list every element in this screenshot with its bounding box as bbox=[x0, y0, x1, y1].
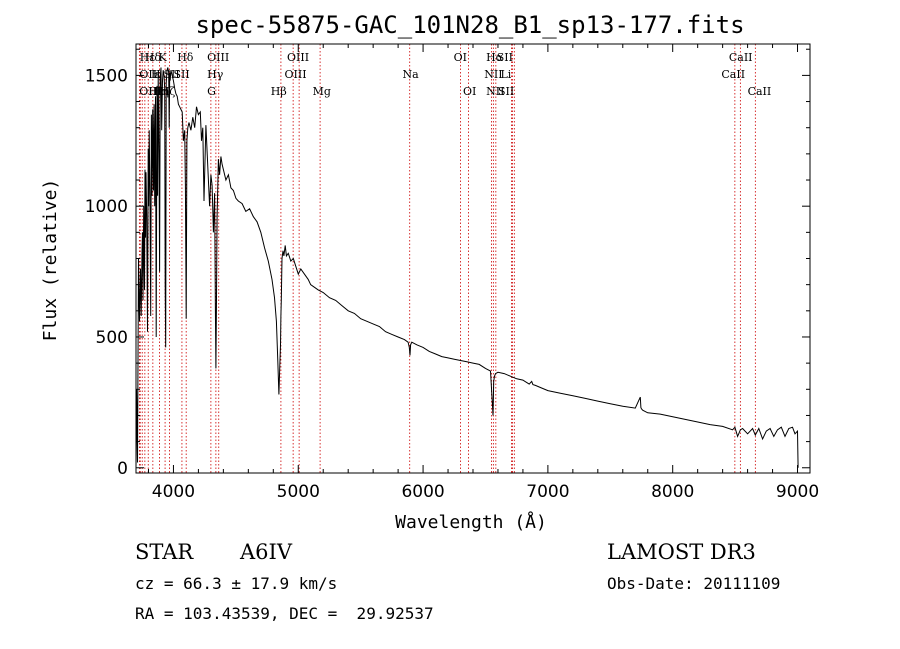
emission-line-markers bbox=[138, 44, 756, 473]
line-label-13: OIII bbox=[207, 51, 229, 64]
redshift-velocity: cz = 66.3 ± 17.9 km/s bbox=[135, 574, 338, 593]
y-axis-ticks: 0 500 1000 1500 bbox=[85, 48, 810, 479]
x-axis-label: Wavelength (Å) bbox=[395, 511, 547, 533]
observation-date: Obs-Date: 20111109 bbox=[607, 574, 781, 593]
ra-dec-coordinates: RA = 103.43539, DEC = 29.92537 bbox=[135, 604, 434, 623]
x-tick-label-6000: 6000 bbox=[401, 482, 444, 502]
line-label-0: Hε bbox=[140, 51, 156, 64]
line-label-25: NII bbox=[484, 68, 502, 81]
object-subclass: A6IV bbox=[240, 540, 292, 564]
flux-series-line bbox=[135, 67, 799, 468]
x-axis-ticks: 4000 5000 6000 7000 8000 9000 bbox=[147, 44, 819, 502]
x-tick-label-4000: 4000 bbox=[152, 482, 195, 502]
y-tick-label-1000: 1000 bbox=[85, 197, 128, 217]
object-class: STAR bbox=[135, 540, 194, 564]
line-label-2: OIII bbox=[139, 85, 161, 98]
x-tick-label-7000: 7000 bbox=[526, 482, 569, 502]
y-tick-label-500: 500 bbox=[96, 328, 128, 348]
line-label-8: ε bbox=[155, 68, 161, 81]
line-label-24: SII bbox=[497, 51, 513, 64]
x-tick-label-5000: 5000 bbox=[277, 482, 320, 502]
chart-title: spec-55875-GAC_101N28_B1_sp13-177.fits bbox=[195, 11, 744, 39]
line-label-19: Mg bbox=[313, 85, 331, 98]
x-tick-label-9000: 9000 bbox=[776, 482, 819, 502]
line-label-30: CaII bbox=[721, 68, 745, 81]
survey-name: LAMOST DR3 bbox=[607, 540, 756, 564]
line-label-1: OII bbox=[139, 68, 157, 81]
plot-area bbox=[135, 67, 799, 468]
line-label-16: Hβ bbox=[271, 85, 287, 98]
line-label-20: Na bbox=[402, 68, 419, 81]
line-label-3: Hδ bbox=[145, 51, 162, 64]
line-label-6: K bbox=[158, 51, 167, 64]
y-tick-label-0: 0 bbox=[117, 459, 128, 479]
line-label-29: CaII bbox=[729, 51, 753, 64]
line-label-26: Li bbox=[500, 68, 511, 81]
line-label-10: Hζ bbox=[160, 85, 176, 98]
line-label-27: NII bbox=[486, 85, 504, 98]
y-tick-label-1500: 1500 bbox=[85, 66, 128, 86]
line-label-31: CaII bbox=[748, 85, 772, 98]
line-label-12: SII bbox=[173, 68, 189, 81]
line-label-28: SII bbox=[498, 85, 514, 98]
plot-frame bbox=[135, 43, 811, 474]
line-label-11: Hδ bbox=[177, 51, 194, 64]
line-label-23: Hα bbox=[486, 51, 504, 64]
line-label-21: OI bbox=[454, 51, 467, 64]
line-label-7: H bbox=[151, 68, 161, 81]
line-label-18: OIII bbox=[285, 68, 307, 81]
line-label-22: OI bbox=[463, 85, 476, 98]
line-label-15: G bbox=[207, 85, 216, 98]
line-label-14: Hγ bbox=[207, 68, 224, 81]
y-axis-label: Flux (relative) bbox=[40, 179, 61, 342]
x-tick-label-8000: 8000 bbox=[651, 482, 694, 502]
line-label-17: OIII bbox=[287, 51, 309, 64]
